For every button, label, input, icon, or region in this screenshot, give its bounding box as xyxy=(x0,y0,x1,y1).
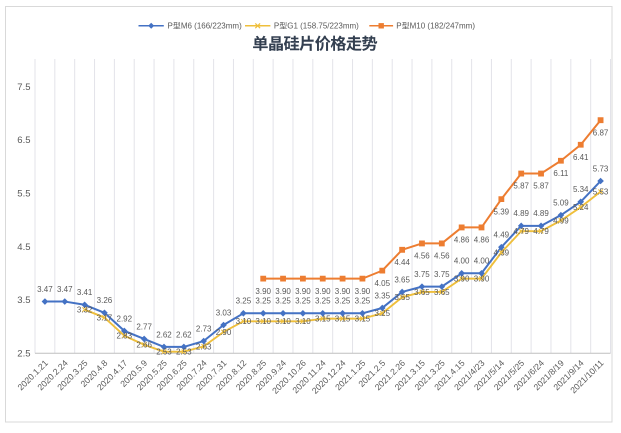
svg-text:3.65: 3.65 xyxy=(394,275,410,284)
svg-text:3.25: 3.25 xyxy=(374,309,390,318)
svg-text:3.35: 3.35 xyxy=(374,291,390,300)
svg-text:6.5: 6.5 xyxy=(17,135,30,146)
svg-text:2.90: 2.90 xyxy=(216,328,232,337)
svg-text:2.73: 2.73 xyxy=(196,324,212,333)
svg-text:6.41: 6.41 xyxy=(573,153,589,162)
svg-text:5.73: 5.73 xyxy=(593,164,609,173)
svg-text:5.09: 5.09 xyxy=(553,199,569,208)
svg-text:G1 (158.75/223mm): G1 (158.75/223mm) xyxy=(287,22,359,31)
svg-text:4.00: 4.00 xyxy=(454,257,470,266)
svg-text:3.75: 3.75 xyxy=(414,270,430,279)
svg-text:3.03: 3.03 xyxy=(216,308,232,317)
svg-text:3.47: 3.47 xyxy=(57,285,73,294)
svg-text:3.90: 3.90 xyxy=(474,275,490,284)
svg-text:3.10: 3.10 xyxy=(275,317,291,326)
svg-text:4.44: 4.44 xyxy=(394,258,410,267)
svg-text:3.15: 3.15 xyxy=(355,315,371,324)
svg-text:3.10: 3.10 xyxy=(295,317,311,326)
svg-text:4.49: 4.49 xyxy=(494,231,510,240)
svg-text:3.90: 3.90 xyxy=(315,287,331,296)
svg-text:5.24: 5.24 xyxy=(573,203,589,212)
svg-text:P: P xyxy=(396,22,401,31)
svg-text:4.56: 4.56 xyxy=(434,252,450,261)
svg-text:4.56: 4.56 xyxy=(414,252,430,261)
svg-text:4.79: 4.79 xyxy=(533,227,549,236)
svg-text:2.83: 2.83 xyxy=(117,332,133,341)
svg-text:3.32: 3.32 xyxy=(77,305,93,314)
svg-text:2.62: 2.62 xyxy=(176,330,192,339)
svg-text:5.34: 5.34 xyxy=(573,185,589,194)
svg-text:3.90: 3.90 xyxy=(454,275,470,284)
svg-text:2.63: 2.63 xyxy=(196,342,212,351)
svg-text:5.39: 5.39 xyxy=(494,207,510,216)
svg-text:P: P xyxy=(274,22,279,31)
svg-text:2.66: 2.66 xyxy=(136,341,152,350)
svg-text:6.11: 6.11 xyxy=(553,169,569,178)
svg-text:3.25: 3.25 xyxy=(275,297,291,306)
svg-text:3.55: 3.55 xyxy=(394,293,410,302)
svg-text:2.5: 2.5 xyxy=(17,349,30,360)
svg-text:5.53: 5.53 xyxy=(593,188,609,197)
svg-text:3.15: 3.15 xyxy=(335,315,351,324)
svg-text:3.10: 3.10 xyxy=(236,317,252,326)
svg-text:3.90: 3.90 xyxy=(295,287,311,296)
svg-text:2.53: 2.53 xyxy=(176,348,192,357)
svg-text:5.87: 5.87 xyxy=(533,182,549,191)
svg-text:6.87: 6.87 xyxy=(593,128,609,137)
svg-text:2.77: 2.77 xyxy=(136,322,152,331)
svg-text:3.5: 3.5 xyxy=(17,295,30,306)
svg-text:2.92: 2.92 xyxy=(117,314,133,323)
svg-text:3.25: 3.25 xyxy=(355,297,371,306)
svg-text:3.47: 3.47 xyxy=(37,285,53,294)
svg-text:3.25: 3.25 xyxy=(255,297,271,306)
svg-text:4.5: 4.5 xyxy=(17,242,30,253)
svg-text:3.90: 3.90 xyxy=(355,287,371,296)
svg-text:3.25: 3.25 xyxy=(315,297,331,306)
svg-text:3.10: 3.10 xyxy=(255,317,271,326)
svg-text:M6 (166/223mm): M6 (166/223mm) xyxy=(181,22,242,31)
svg-text:4.86: 4.86 xyxy=(454,236,470,245)
svg-text:2.62: 2.62 xyxy=(156,330,172,339)
svg-text:4.89: 4.89 xyxy=(513,209,529,218)
svg-text:3.90: 3.90 xyxy=(275,287,291,296)
svg-text:3.90: 3.90 xyxy=(255,287,271,296)
svg-text:4.39: 4.39 xyxy=(494,248,510,257)
svg-text:3.15: 3.15 xyxy=(315,315,331,324)
svg-text:3.25: 3.25 xyxy=(295,297,311,306)
svg-text:P: P xyxy=(168,22,173,31)
svg-text:3.26: 3.26 xyxy=(97,296,113,305)
svg-text:4.89: 4.89 xyxy=(533,209,549,218)
svg-text:3.41: 3.41 xyxy=(77,288,93,297)
svg-text:3.75: 3.75 xyxy=(434,270,450,279)
svg-text:4.86: 4.86 xyxy=(474,236,490,245)
svg-text:3.65: 3.65 xyxy=(434,288,450,297)
svg-text:4.99: 4.99 xyxy=(553,216,569,225)
svg-text:3.25: 3.25 xyxy=(335,297,351,306)
svg-text:7.5: 7.5 xyxy=(17,82,30,93)
svg-text:4.00: 4.00 xyxy=(474,257,490,266)
svg-text:5.87: 5.87 xyxy=(513,182,529,191)
svg-text:5.5: 5.5 xyxy=(17,189,30,200)
svg-text:3.65: 3.65 xyxy=(414,288,430,297)
svg-text:4.05: 4.05 xyxy=(374,279,390,288)
svg-text:3.90: 3.90 xyxy=(335,287,351,296)
svg-text:2.53: 2.53 xyxy=(156,348,172,357)
svg-text:4.79: 4.79 xyxy=(513,227,529,236)
svg-text:M10 (182/247mm): M10 (182/247mm) xyxy=(410,22,476,31)
svg-text:3.25: 3.25 xyxy=(236,297,252,306)
svg-text:3.17: 3.17 xyxy=(97,313,113,322)
